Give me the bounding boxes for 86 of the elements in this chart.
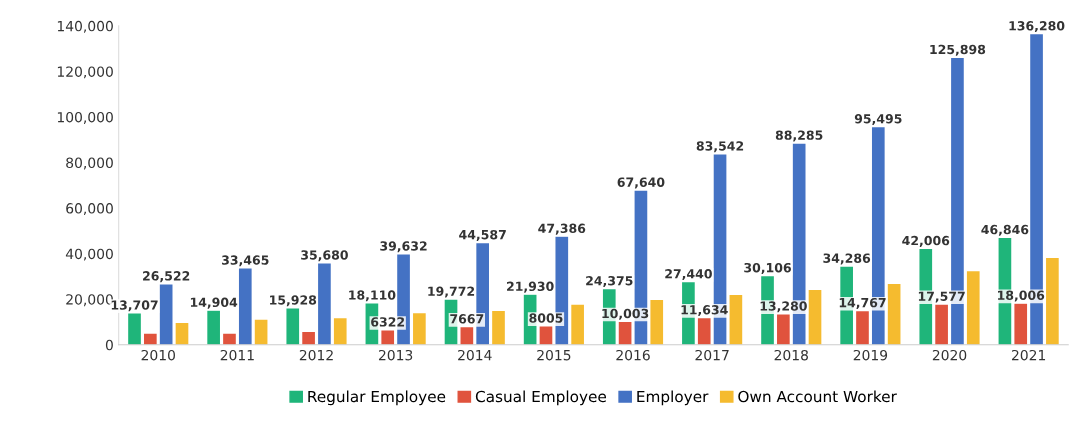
x-tick-label: 2018 bbox=[774, 349, 808, 361]
bar bbox=[1014, 303, 1028, 345]
data-label: 47,386 bbox=[538, 223, 586, 235]
x-tick-label: 2017 bbox=[695, 349, 729, 361]
data-label: 13,707 bbox=[111, 300, 158, 312]
bar bbox=[413, 313, 426, 345]
data-label: 10,003 bbox=[602, 308, 649, 320]
bar bbox=[460, 327, 474, 345]
data-label: 30,106 bbox=[744, 262, 791, 274]
bar bbox=[618, 322, 632, 345]
x-tick-label: 2015 bbox=[537, 349, 571, 361]
bar bbox=[128, 313, 141, 345]
x-tick-label: 2012 bbox=[299, 349, 333, 361]
bar bbox=[144, 333, 157, 345]
x-tick-label: 2011 bbox=[220, 349, 254, 361]
y-tick-label: 0 bbox=[105, 339, 113, 351]
bar bbox=[571, 304, 584, 345]
x-tick-label: 2014 bbox=[458, 349, 492, 361]
data-label: 17,577 bbox=[918, 291, 965, 303]
data-label: 34,286 bbox=[823, 253, 871, 265]
data-label: 7667 bbox=[450, 314, 484, 324]
data-label: 46,846 bbox=[981, 224, 1029, 236]
bar bbox=[175, 322, 189, 345]
data-label: 24,375 bbox=[586, 276, 633, 288]
bar bbox=[729, 294, 743, 345]
bar bbox=[935, 304, 948, 345]
data-label: 11,634 bbox=[681, 305, 728, 317]
legend-label: Own Account Worker bbox=[738, 390, 897, 403]
data-label: 33,465 bbox=[222, 255, 269, 267]
bar bbox=[318, 263, 331, 345]
data-label: 8005 bbox=[529, 313, 563, 323]
bar bbox=[966, 271, 980, 345]
bar bbox=[650, 299, 664, 345]
legend-label: Casual Employee bbox=[475, 390, 607, 406]
data-label: 136,280 bbox=[1009, 21, 1065, 33]
bar bbox=[1046, 258, 1059, 345]
data-label: 125,898 bbox=[930, 44, 986, 56]
legend-label: Employer bbox=[637, 390, 709, 406]
y-tick-label: 20,000 bbox=[66, 294, 113, 307]
y-tick-label: 140,000 bbox=[57, 20, 113, 33]
data-label: 13,280 bbox=[760, 301, 807, 313]
bar bbox=[223, 333, 236, 345]
data-label: 18,006 bbox=[998, 290, 1045, 302]
bar bbox=[381, 330, 395, 345]
y-tick-label: 100,000 bbox=[57, 111, 113, 124]
y-tick-label: 40,000 bbox=[65, 248, 113, 261]
data-label: 27,440 bbox=[665, 269, 712, 281]
data-label: 42,006 bbox=[902, 235, 950, 247]
bar bbox=[238, 268, 252, 345]
x-tick-label: 2010 bbox=[141, 349, 175, 361]
data-label: 21,930 bbox=[507, 281, 554, 293]
bar bbox=[808, 290, 822, 345]
bar bbox=[887, 283, 901, 345]
data-label: 15,928 bbox=[270, 295, 317, 307]
data-label: 19,772 bbox=[428, 286, 475, 298]
bar bbox=[333, 318, 347, 345]
x-tick-label: 2021 bbox=[1011, 349, 1046, 361]
bar bbox=[207, 310, 220, 345]
data-label: 14,904 bbox=[190, 297, 238, 309]
data-label: 6322 bbox=[371, 317, 405, 327]
data-label: 35,680 bbox=[301, 250, 348, 262]
legend-label: Regular Employee bbox=[308, 390, 446, 406]
data-label: 83,542 bbox=[696, 141, 744, 153]
x-tick-label: 2013 bbox=[378, 349, 413, 361]
data-label: 26,522 bbox=[143, 271, 190, 283]
bar bbox=[286, 308, 300, 345]
bar bbox=[777, 314, 790, 345]
y-tick-label: 60,000 bbox=[66, 203, 113, 215]
bar bbox=[697, 318, 711, 345]
x-tick-label: 2019 bbox=[853, 349, 888, 361]
x-tick-label: 2020 bbox=[932, 349, 967, 361]
data-label: 88,285 bbox=[775, 130, 823, 142]
x-tick-label: 2016 bbox=[616, 349, 650, 361]
data-label: 67,640 bbox=[617, 177, 665, 189]
bar bbox=[856, 311, 869, 345]
data-label: 18,110 bbox=[349, 290, 396, 302]
bar bbox=[492, 311, 505, 345]
data-label: 95,495 bbox=[854, 113, 902, 126]
data-label: 14,767 bbox=[839, 297, 886, 309]
data-label: 39,632 bbox=[380, 241, 427, 253]
bar bbox=[302, 332, 315, 345]
data-label: 44,587 bbox=[459, 229, 506, 242]
y-tick-label: 120,000 bbox=[57, 66, 113, 79]
y-tick-label: 80,000 bbox=[66, 157, 113, 170]
bar bbox=[254, 319, 268, 345]
bar bbox=[159, 284, 173, 345]
